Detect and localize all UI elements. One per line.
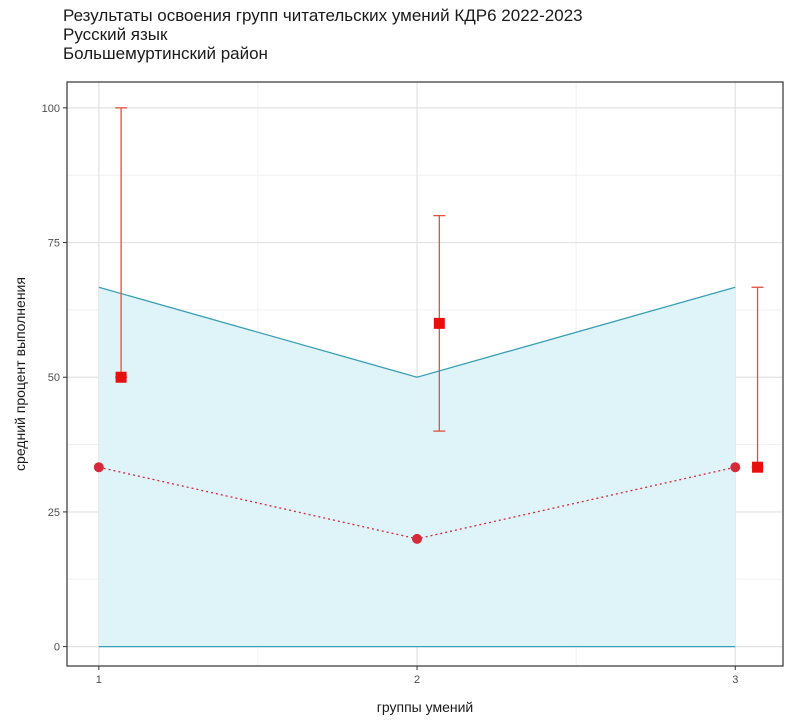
y-tick-label: 50 bbox=[48, 372, 60, 384]
dotted-series-point bbox=[93, 462, 104, 473]
square-series-point bbox=[752, 461, 764, 473]
chart-subtitle-subject: Русский язык bbox=[63, 25, 168, 44]
title-block: Результаты освоения групп читательских у… bbox=[63, 6, 583, 63]
y-axis-title: средний процент выполнения bbox=[12, 277, 28, 471]
square-series-point bbox=[433, 317, 445, 329]
square-series-point bbox=[115, 371, 127, 383]
dotted-series-point bbox=[730, 462, 741, 473]
chart-title: Результаты освоения групп читательских у… bbox=[63, 6, 583, 25]
x-tick-label: 2 bbox=[414, 674, 420, 686]
y-tick-label: 75 bbox=[48, 238, 60, 250]
plot-panel-border bbox=[66, 81, 784, 667]
band-upper-line bbox=[98, 286, 736, 378]
x-tick-label: 1 bbox=[96, 674, 102, 686]
y-tick-label: 25 bbox=[48, 507, 60, 519]
chart-subtitle-district: Большемуртинский район bbox=[63, 44, 268, 63]
x-axis-title: группы умений bbox=[377, 699, 473, 715]
band-area bbox=[98, 287, 736, 647]
y-tick-label: 0 bbox=[54, 642, 60, 654]
y-tick-label: 100 bbox=[42, 103, 60, 115]
dotted-series-point bbox=[412, 533, 423, 544]
x-tick-label: 3 bbox=[732, 674, 738, 686]
